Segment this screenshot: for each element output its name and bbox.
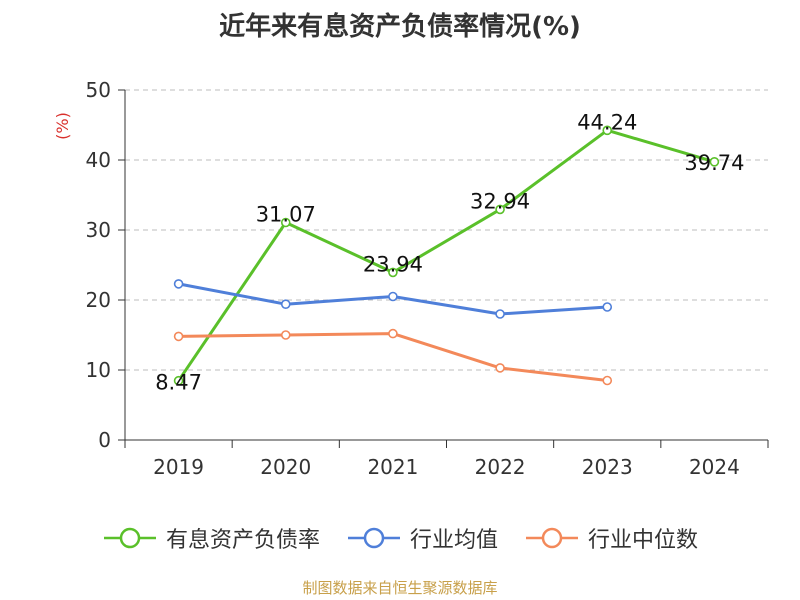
data-point-2-2021 xyxy=(388,328,398,339)
legend-marker-icon xyxy=(347,527,400,549)
y-axis-label: (%) xyxy=(53,112,72,140)
legend-item-2[interactable]: 行业中位数 xyxy=(524,522,698,554)
data-point-2-2023 xyxy=(602,375,613,386)
data-labels: 8.47 31.07 23.94 32.94 44.24 39.74 xyxy=(155,110,744,394)
x-tick-label-2023: 2023 xyxy=(582,455,633,479)
data-point-2-2020 xyxy=(280,330,291,340)
series-line-0 xyxy=(177,128,715,382)
axes: 0 10 20 30 40 50 2019 2020 2021 2022 2023 2024 (%) xyxy=(53,78,769,479)
data-label-2022: 32.94 xyxy=(470,189,530,213)
data-point-2-2022 xyxy=(495,363,505,373)
data-point-0-2021 xyxy=(388,267,398,278)
legend-marker-icon xyxy=(526,527,578,549)
series-line-2 xyxy=(178,332,608,382)
x-tick-label-2020: 2020 xyxy=(260,455,311,479)
legend-label: 有息资产负债率 xyxy=(165,528,320,553)
source-note: 制图数据来自恒生聚源数据库 xyxy=(302,579,498,597)
data-point-1-2020 xyxy=(280,299,291,310)
data-point-0-2023 xyxy=(602,125,613,136)
y-tick-label-50: 50 xyxy=(86,78,111,102)
y-tick-label-0: 0 xyxy=(98,428,111,452)
y-tick-label-20: 20 xyxy=(86,288,111,312)
data-label-2020: 31.07 xyxy=(256,203,316,227)
data-point-0-2024 xyxy=(709,157,720,167)
data-point-0-2022 xyxy=(495,204,505,215)
data-label-2019: 8.47 xyxy=(155,371,202,395)
grid-lines xyxy=(125,89,768,371)
legend-label: 行业中位数 xyxy=(588,528,699,553)
data-point-0-2019 xyxy=(173,375,184,386)
data-label-2024: 39.74 xyxy=(684,151,744,175)
data-point-1-2022 xyxy=(495,309,505,319)
x-tick-label-2019: 2019 xyxy=(153,455,204,479)
x-tick-label-2024: 2024 xyxy=(689,455,740,479)
legend: 有息资产负债率 行业均值 行业中位数 xyxy=(0,520,800,556)
legend-item-1[interactable]: 行业均值 xyxy=(346,522,498,554)
y-tick-label-10: 10 xyxy=(86,358,111,382)
legend-marker-icon xyxy=(103,527,156,549)
x-tick-label-2021: 2021 xyxy=(367,455,418,479)
data-point-1-2023 xyxy=(602,302,613,312)
data-label-2021: 23.94 xyxy=(363,252,423,276)
data-point-2-2019 xyxy=(173,331,184,342)
data-label-2023: 44.24 xyxy=(577,110,637,134)
series-lines xyxy=(173,125,720,386)
data-point-1-2021 xyxy=(388,291,398,302)
legend-item-0[interactable]: 有息资产负债率 xyxy=(102,522,320,554)
y-tick-label-40: 40 xyxy=(86,148,111,172)
y-tick-label-30: 30 xyxy=(86,218,111,242)
data-point-1-2019 xyxy=(173,279,184,289)
data-point-0-2020 xyxy=(280,217,291,228)
chart-title: 近年来有息资产负债率情况(%) xyxy=(219,12,581,42)
legend-label: 行业均值 xyxy=(409,528,498,553)
x-tick-label-2022: 2022 xyxy=(475,455,526,479)
